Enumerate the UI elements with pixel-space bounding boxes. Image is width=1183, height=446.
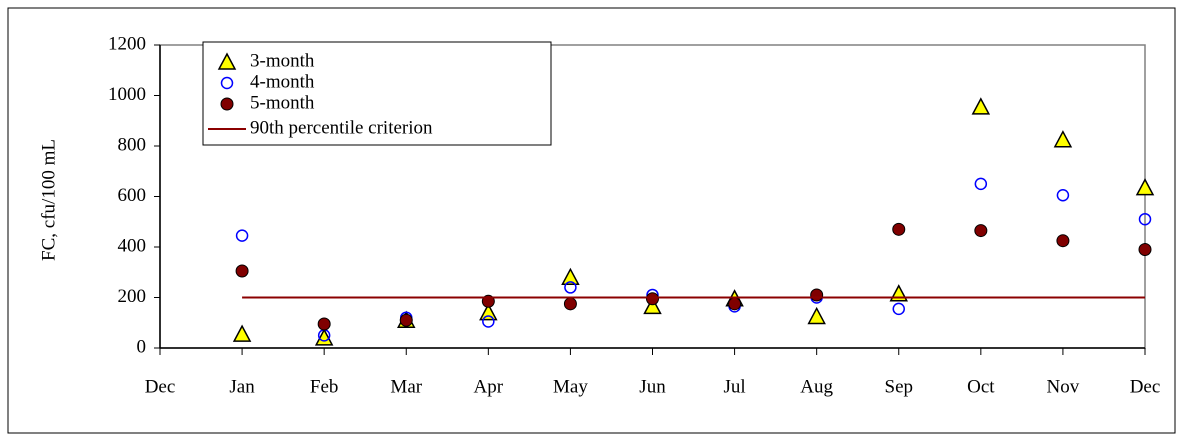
y-tick-label: 200 xyxy=(118,286,147,307)
data-point xyxy=(974,224,988,238)
data-point xyxy=(971,97,991,115)
data-point xyxy=(974,177,988,191)
legend-key xyxy=(220,97,234,111)
data-point xyxy=(728,297,742,311)
x-tick-label: Jun xyxy=(639,376,666,397)
data-point xyxy=(232,324,252,342)
data-point xyxy=(314,328,334,346)
x-tick-label: May xyxy=(553,376,588,397)
legend-key xyxy=(220,76,234,90)
data-point xyxy=(1138,243,1152,257)
legend-label: 90th percentile criterion xyxy=(250,117,433,138)
x-tick-label: Mar xyxy=(390,376,422,397)
data-point xyxy=(235,264,249,278)
legend-box xyxy=(202,41,552,146)
data-point xyxy=(646,292,659,306)
y-tick-label: 800 xyxy=(118,134,147,155)
x-tick-label: Dec xyxy=(1130,376,1161,397)
data-point xyxy=(1135,178,1155,196)
data-point xyxy=(479,303,498,321)
data-point xyxy=(1056,234,1070,248)
y-tick-label: 1000 xyxy=(108,84,146,105)
x-tick-label: Aug xyxy=(800,376,833,397)
data-point xyxy=(892,302,905,316)
x-tick-label: Nov xyxy=(1047,376,1080,397)
data-point xyxy=(561,267,580,286)
y-tick-label: 1200 xyxy=(108,33,146,54)
legend-label: 4-month xyxy=(250,71,315,92)
data-point xyxy=(807,306,826,325)
data-point xyxy=(1138,212,1152,226)
frame xyxy=(7,7,1176,434)
x-tick-label: Sep xyxy=(885,376,914,397)
data-point xyxy=(399,313,413,327)
x-tick-label: Dec xyxy=(145,376,176,397)
data-point xyxy=(892,222,906,236)
data-point xyxy=(1053,130,1073,148)
x-tick-label: Oct xyxy=(967,376,995,397)
legend-label: 5-month xyxy=(250,92,315,113)
data-point xyxy=(235,229,249,242)
y-tick-label: 400 xyxy=(118,235,147,256)
y-tick-label: 600 xyxy=(118,185,147,206)
x-tick-label: Jul xyxy=(723,376,745,397)
data-point xyxy=(317,317,331,331)
data-point xyxy=(810,288,824,302)
x-tick-label: Jan xyxy=(229,376,255,397)
legend-label: 3-month xyxy=(250,50,315,71)
data-point xyxy=(1056,188,1070,202)
y-tick-label: 0 xyxy=(137,336,147,357)
x-tick-label: Apr xyxy=(474,376,504,397)
data-point xyxy=(482,315,495,328)
data-point xyxy=(643,296,662,315)
x-tick-label: Feb xyxy=(310,376,339,397)
y-axis-label: FC, cfu/100 mL xyxy=(38,139,59,261)
data-point xyxy=(563,297,577,311)
legend-key xyxy=(217,52,237,70)
data-point xyxy=(564,281,577,294)
